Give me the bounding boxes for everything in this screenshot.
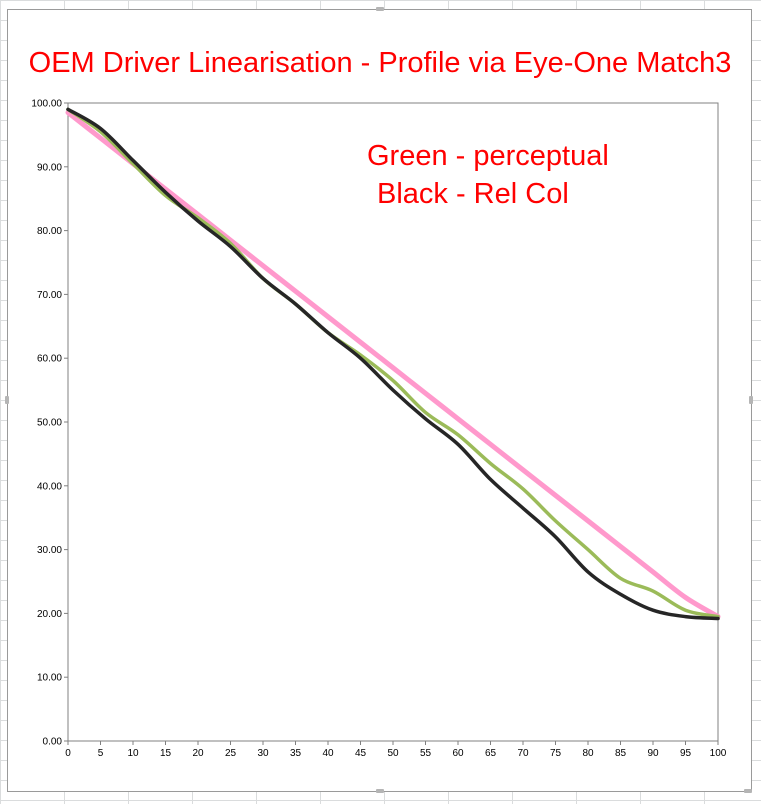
x-tick-label: 35 [290, 748, 302, 759]
y-tick-label: 70.00 [37, 290, 62, 301]
plot-area [67, 102, 719, 742]
x-tick-label: 70 [517, 748, 529, 759]
resize-handle-bottom[interactable] [376, 789, 384, 793]
x-tick-label: 45 [355, 748, 367, 759]
y-tick-label: 20.00 [37, 609, 62, 620]
x-tick-label: 100 [710, 748, 727, 759]
x-tick-label: 40 [322, 748, 334, 759]
x-tick-label: 80 [582, 748, 594, 759]
x-tick-label: 50 [387, 748, 399, 759]
x-tick-label: 5 [98, 748, 104, 759]
x-tick-label: 60 [452, 748, 464, 759]
series-group [65, 107, 721, 621]
x-tick-label: 65 [485, 748, 497, 759]
series-line-black[interactable] [66, 107, 720, 621]
x-tick-label: 10 [127, 748, 139, 759]
resize-handle-left[interactable] [5, 396, 9, 404]
annotation-green-perceptual: Green - perceptual [367, 140, 609, 172]
x-tick-label: 90 [647, 748, 659, 759]
series-line-pink[interactable] [65, 110, 721, 620]
resize-handle-right[interactable] [749, 396, 753, 404]
x-tick-label: 85 [615, 748, 627, 759]
resize-handle-corner-br[interactable] [744, 789, 752, 793]
y-tick-label: 30.00 [37, 545, 62, 556]
y-tick-label: 40.00 [37, 481, 62, 492]
x-axis: 0 5 10 15 20 25 30 35 40 45 50 55 60 65 70 75 80 85 90 95 10… [65, 741, 727, 759]
y-axis: 0.00 10.00 20.00 30.00 40.00 50.00 60.00 70.00 8… [31, 99, 68, 748]
y-tick-label: 60.00 [37, 354, 62, 365]
chart-title: OEM Driver Linearisation - Profile via E… [29, 47, 732, 79]
x-tick-label: 20 [192, 748, 204, 759]
x-tick-label: 0 [65, 748, 71, 759]
x-tick-label: 30 [257, 748, 269, 759]
y-tick-label: 100.00 [31, 99, 62, 110]
y-tick-label: 0.00 [43, 737, 63, 748]
x-tick-label: 25 [225, 748, 237, 759]
x-tick-label: 55 [420, 748, 432, 759]
x-tick-label: 75 [550, 748, 562, 759]
resize-handle-top[interactable] [376, 7, 384, 11]
annotation-black-rel-col: Black - Rel Col [377, 178, 569, 210]
y-tick-label: 50.00 [37, 418, 62, 429]
y-tick-label: 80.00 [37, 226, 62, 237]
x-tick-label: 15 [160, 748, 172, 759]
y-tick-label: 10.00 [37, 673, 62, 684]
y-tick-label: 90.00 [37, 162, 62, 173]
x-tick-label: 95 [680, 748, 692, 759]
